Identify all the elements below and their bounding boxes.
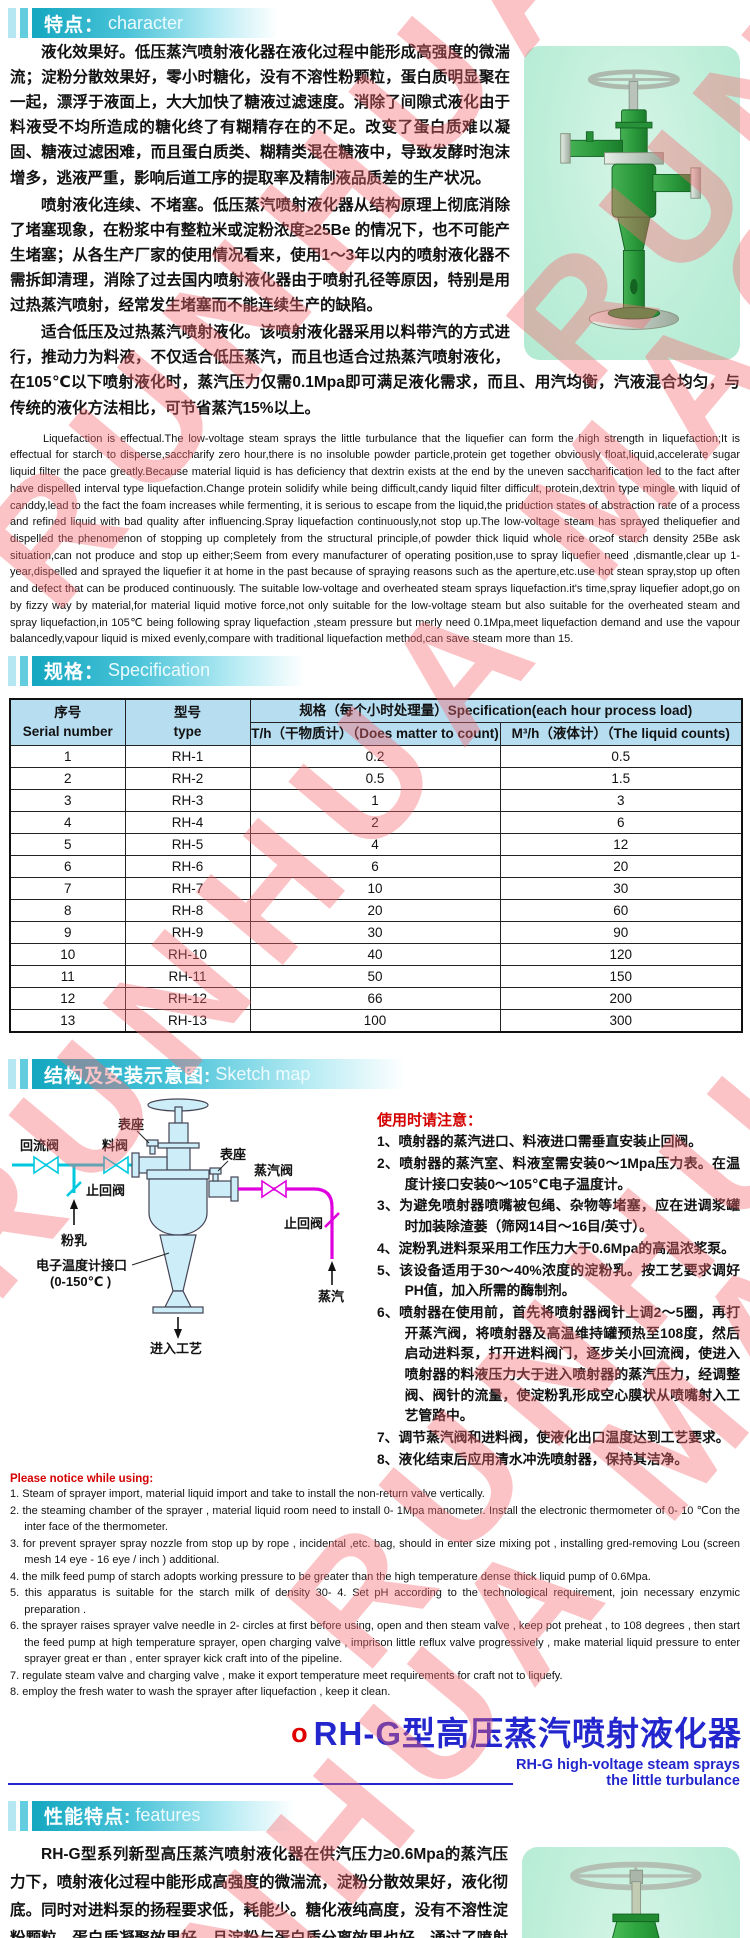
list-item: 5. this apparatus is suitable for the st… [10, 1587, 740, 1616]
header-accent-bar [20, 8, 28, 38]
diagram-label: 粉乳 [61, 1233, 87, 1248]
list-item: 8. employ the fresh water to wash the sp… [10, 1686, 391, 1699]
list-item: 3、为避免喷射器喷嘴被包绳、杂物等堵塞，应在进调浆罐时加装除渣蒌（筛网14目～1… [377, 1198, 740, 1235]
paragraph: 液化效果好。低压蒸汽喷射液化器在液化过程中能形成高强度的微湍流；淀粉分散效果好，… [10, 44, 510, 187]
section-header-specification: 规格： Specification [8, 655, 750, 686]
section-title-zh: 结构及安装示意图: [44, 1065, 212, 1087]
table-row: 7 RH-7 10 30 [9, 877, 743, 901]
section-header-character: 特点： character [8, 8, 750, 38]
diagram-label: 料阀 [102, 1138, 128, 1153]
list-item: 1. Steam of sprayer import, material liq… [10, 1488, 485, 1501]
diagram-label: 蒸汽 [318, 1289, 344, 1304]
column-header-serial: 序号 Serial number [9, 698, 126, 747]
list-item: 2、喷射器的蒸汽室、料液室需安装0～1Mpa压力表。在温度计接口安装0～105℃… [377, 1156, 740, 1192]
up-arrow-icon [328, 1261, 336, 1272]
features-section: RH-G型系列新型高压蒸汽喷射液化器在供汽压力≥0.6Mpa的蒸汽压力下，喷射液… [0, 1841, 750, 1938]
usage-notes-english: Please notice while using: 1. Steam of s… [0, 1471, 750, 1701]
table-row: 3 RH-3 1 3 [9, 789, 743, 813]
header-accent-bar [8, 8, 16, 38]
list-item: 6. the sprayer raises sprayer valve need… [10, 1620, 740, 1666]
section-header-features: 性能特点: features [8, 1800, 750, 1831]
diagram-label: 止回阀 [284, 1216, 323, 1231]
list-item: 5、该设备适用于30～40%浓度的淀粉乳。按工艺要求调好PH值，加入所需的酶制剂… [377, 1262, 740, 1299]
header-accent-bar [8, 1800, 16, 1831]
table-row: 5 RH-5 4 12 [9, 833, 743, 857]
paragraph-english: Liquefaction is effectual.The low-voltag… [10, 432, 740, 646]
header-accent-bar [8, 655, 16, 686]
usage-notes-chinese: 使用时请注意： 1、喷射器的蒸汽进口、料液进口需垂直安装止回阀。 2、喷射器的蒸… [371, 1093, 742, 1471]
list-item: 7、调节蒸汽阀和进料阀，使液化出口温度达到工艺要求。 [377, 1430, 730, 1446]
paragraph: RH-G型系列新型高压蒸汽喷射液化器在供汽压力≥0.6Mpa的蒸汽压力下，喷射液… [10, 1845, 508, 1938]
column-header-liquid: M³/h（液体计）（The liquid counts) [499, 722, 743, 747]
diagram-label: 回流阀 [20, 1138, 59, 1153]
paragraph: 喷射液化连续、不堵塞。低压蒸汽喷射液化器从结构原理上彻底消除了堵塞现象，在粉浆中… [10, 196, 510, 315]
green-valve-machine-illustration [560, 69, 701, 330]
down-arrow-icon [174, 1329, 182, 1340]
paragraph: 适合低压及过热蒸汽喷射液化。该喷射液化器采用以料带汽的方式进行，推动力为料液，不… [10, 324, 740, 417]
list-item: 2. the steaming chamber of the sprayer ,… [10, 1504, 740, 1534]
list-item: 8、液化结束后应用清水冲洗喷射器，保持其洁净。 [377, 1451, 689, 1467]
list-item: 6、喷射器在使用前，首先将喷射器阀针上调2～5圈，再打开蒸汽阀，将喷射器及高温维… [377, 1304, 740, 1424]
table-row: 9 RH-9 30 90 [9, 921, 743, 945]
table-row: 4 RH-4 2 6 [9, 811, 743, 835]
diagram-label: 表座 [219, 1147, 246, 1162]
diagram-label: 蒸汽阀 [254, 1163, 293, 1178]
diagram-label: 表座 [117, 1117, 144, 1132]
table-row: 8 RH-8 20 60 [9, 899, 743, 923]
usage-notes-title: 使用时请注意： [377, 1112, 483, 1130]
table-row: 12 RH-12 66 200 [9, 987, 743, 1011]
header-accent-bar [20, 1059, 28, 1090]
table-row: 6 RH-6 6 20 [9, 855, 743, 879]
installation-diagram: 回流阀 料阀 表座 止回阀 粉乳 电子温度计接口 (0-150℃ ) 进入工艺 … [12, 1098, 344, 1356]
section-title-zh: 规格： [44, 662, 105, 684]
section-title-en: character [108, 12, 184, 33]
diagram-label: 进入工艺 [150, 1341, 202, 1356]
list-item: 4、淀粉乳进料泵采用工作压力大于0.6Mpa的高温浓浆泵。 [377, 1240, 735, 1256]
liquefier-body [131, 1098, 239, 1315]
section-title-zh: 性能特点: [44, 1807, 132, 1829]
column-header-dry: T/h（干物质计）（Does matter to count) [249, 722, 501, 747]
header-accent-bar [8, 1059, 16, 1090]
up-arrow-icon [70, 1199, 78, 1210]
header-accent-bar [20, 1800, 28, 1831]
product-photo-low-pressure-liquefier [524, 46, 740, 360]
list-item: 3. for prevent sprayer spray nozzle from… [10, 1537, 740, 1567]
section-header-sketch-map: 结构及安装示意图: Sketch map [8, 1059, 750, 1090]
section-title-en: features [135, 1805, 201, 1826]
specification-table: 序号 Serial number 型号 type 规格（每个小时处理量）Spec… [9, 697, 743, 1034]
list-item: 1、喷射器的蒸汽进口、料液进口需垂直安装止回阀。 [377, 1134, 702, 1150]
usage-notes-title-english: Please notice while using: [10, 1473, 154, 1486]
product-photo-high-pressure-liquefier [522, 1846, 740, 1938]
table-row: 2 RH-2 0.5 1.5 [9, 767, 743, 791]
rhg-product-title-block: o RH-G型高压蒸汽喷射液化器 RH-G high-voltage steam … [0, 1701, 750, 1789]
table-row: 13 RH-13 100 300 [9, 1009, 743, 1033]
column-header-spec: 规格（每个小时处理量）Specification(each hour proce… [249, 698, 743, 724]
diagram-label: 电子温度计接口 [36, 1258, 127, 1273]
character-section: 液化效果好。低压蒸汽喷射液化器在液化过程中能形成高强度的微湍流；淀粉分散效果好，… [0, 40, 750, 648]
red-circle-bullet-icon: o [291, 1717, 308, 1748]
product-title: RH-G型高压蒸汽喷射液化器 [313, 1714, 742, 1752]
column-header-type: 型号 type [124, 698, 251, 747]
table-row: 11 RH-11 50 150 [9, 965, 743, 989]
list-item: 7. regulate steam valve and charging val… [10, 1669, 563, 1682]
section-title-en: Sketch map [215, 1063, 311, 1084]
green-valve-machine-illustration [569, 1861, 702, 1938]
diagram-label: 止回阀 [86, 1183, 125, 1198]
section-title-zh: 特点： [44, 14, 105, 36]
list-item: 4. the milk feed pump of starch adopts w… [10, 1570, 651, 1583]
header-accent-bar [20, 655, 28, 686]
table-row: 1 RH-1 0.2 0.5 [9, 745, 743, 769]
divider [8, 1782, 513, 1785]
section-title-en: Specification [108, 660, 211, 681]
material-pipe [12, 1155, 132, 1226]
diagram-label: (0-150℃ ) [50, 1274, 111, 1289]
steam-pipe [238, 1179, 340, 1286]
table-row: 10 RH-10 40 120 [9, 943, 743, 967]
product-subtitle: RH-G high-voltage steam sprays the littl… [516, 1756, 740, 1789]
